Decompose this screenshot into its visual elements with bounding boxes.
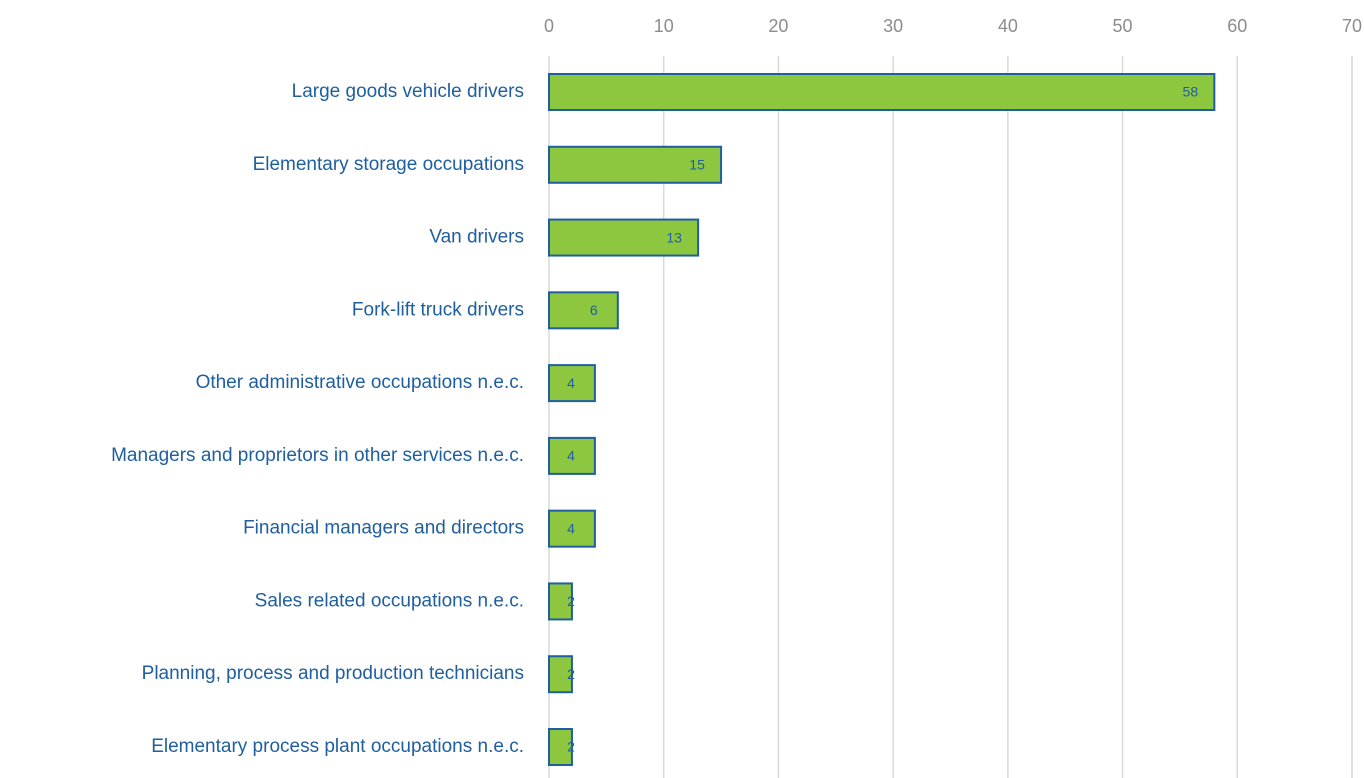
- x-tick-label: 70: [1342, 16, 1362, 36]
- y-tick-label: Managers and proprietors in other servic…: [111, 445, 524, 466]
- data-label: 15: [689, 156, 705, 172]
- y-tick-label: Financial managers and directors: [243, 518, 524, 539]
- bar: [548, 364, 596, 403]
- bar: [548, 728, 573, 766]
- bar: [548, 655, 573, 694]
- data-label: 4: [567, 448, 575, 464]
- data-label: 58: [1183, 84, 1199, 100]
- y-tick-label: Planning, process and production technic…: [142, 663, 524, 684]
- y-tick-label: Sales related occupations n.e.c.: [255, 590, 524, 611]
- y-tick-label: Other administrative occupations n.e.c.: [196, 372, 524, 393]
- x-tick-label: 60: [1227, 16, 1247, 36]
- bar: [548, 73, 1216, 111]
- y-tick-label: Fork-lift truck drivers: [352, 299, 524, 320]
- data-label: 13: [666, 229, 682, 245]
- x-tick-label: 50: [1113, 16, 1133, 36]
- data-label: 4: [567, 375, 575, 391]
- x-tick-label: 20: [768, 16, 788, 36]
- x-tick-label: 0: [544, 16, 554, 36]
- x-tick-label: 30: [883, 16, 903, 36]
- data-label: 4: [567, 520, 575, 536]
- y-tick-label: Elementary process plant occupations n.e…: [151, 736, 524, 757]
- x-tick-label: 10: [654, 16, 674, 36]
- y-tick-label: Elementary storage occupations: [253, 154, 524, 175]
- y-tick-label: Van drivers: [429, 227, 524, 248]
- bar: [548, 291, 619, 330]
- data-label: 2: [567, 739, 575, 755]
- data-label: 6: [590, 302, 598, 318]
- bar: [548, 218, 700, 257]
- x-tick-label: 40: [998, 16, 1018, 36]
- data-label: 2: [567, 593, 575, 609]
- bar: [548, 436, 596, 475]
- bar: [548, 509, 596, 548]
- bar: [548, 145, 723, 184]
- data-label: 2: [567, 666, 575, 682]
- y-tick-label: Large goods vehicle drivers: [292, 81, 524, 102]
- bar: [548, 582, 573, 621]
